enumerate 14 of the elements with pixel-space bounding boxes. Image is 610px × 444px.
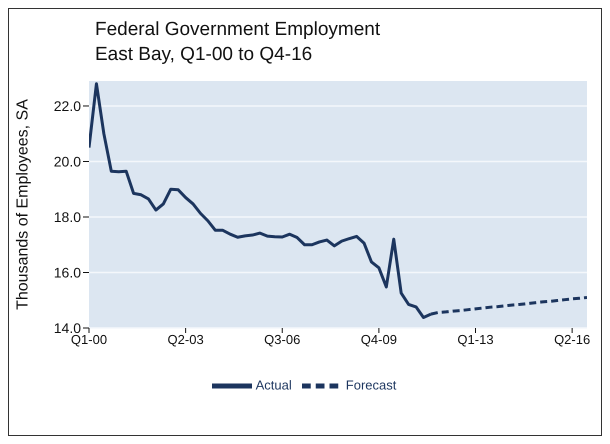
y-tick-label: 20.0: [54, 153, 82, 170]
x-tick-label: Q3-06: [264, 332, 300, 348]
y-tick-label: 18.0: [54, 208, 82, 225]
y-tick-label: 16.0: [54, 264, 82, 280]
x-tick-label: Q1-13: [457, 332, 494, 348]
chart-subtitle: East Bay, Q1-00 to Q4-16: [95, 43, 314, 67]
x-tick-label: Q2-03: [168, 332, 204, 348]
y-tick-label: 22.0: [54, 98, 82, 114]
legend-label: Actual: [256, 377, 292, 392]
x-tick-label: Q4-09: [360, 332, 397, 348]
legend-label: Forecast: [346, 377, 396, 392]
x-tick-label: Q2-16: [554, 332, 590, 348]
y-axis-title: Thousands of Employees, SA: [14, 98, 32, 310]
chart-title: Federal Government Employment: [95, 18, 380, 42]
